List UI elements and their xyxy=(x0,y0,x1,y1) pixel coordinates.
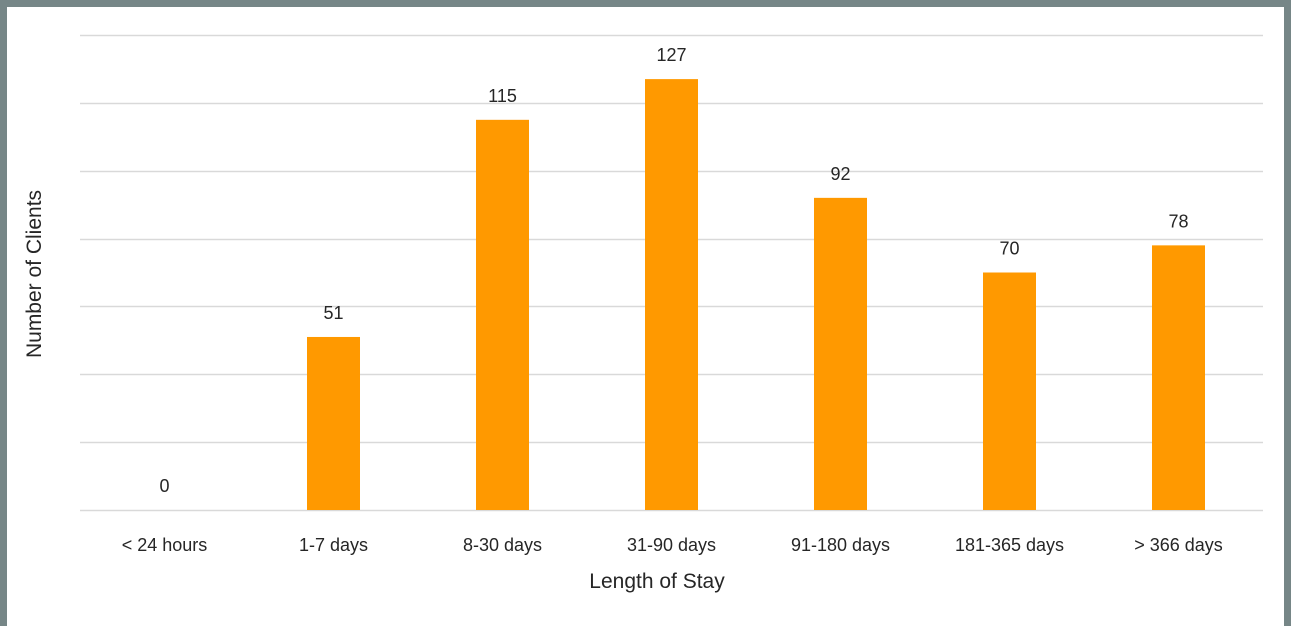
data-label: 0 xyxy=(159,476,169,496)
data-label: 115 xyxy=(488,86,517,106)
bar xyxy=(814,197,867,510)
data-label: 127 xyxy=(656,45,686,65)
x-tick-label: 181-365 days xyxy=(955,535,1064,555)
x-tick-label: 31-90 days xyxy=(627,535,716,555)
data-label: 70 xyxy=(999,239,1019,259)
data-label: 51 xyxy=(323,303,343,323)
x-axis-label: Length of Stay xyxy=(589,570,725,593)
bar xyxy=(645,79,698,510)
x-tick-label: 8-30 days xyxy=(463,535,542,555)
bar xyxy=(476,119,529,511)
data-label: 92 xyxy=(830,164,850,184)
x-tick-label: < 24 hours xyxy=(122,535,208,555)
y-axis-label: Number of Clients xyxy=(23,190,46,358)
x-tick-label: 1-7 days xyxy=(299,535,368,555)
x-tick-labels: < 24 hours 1-7 days 8-30 days 31-90 days 91-… xyxy=(122,535,1223,555)
data-labels: 0 51 115 127 92 70 78 xyxy=(159,45,1188,496)
data-label: 78 xyxy=(1168,211,1188,231)
bar xyxy=(1152,245,1205,510)
bar xyxy=(983,272,1036,510)
bars xyxy=(307,79,1205,511)
x-tick-label: > 366 days xyxy=(1134,535,1223,555)
x-tick-label: 91-180 days xyxy=(791,535,890,555)
bar xyxy=(307,336,360,510)
